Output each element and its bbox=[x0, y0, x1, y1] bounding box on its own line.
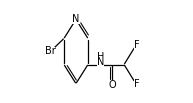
Text: Br: Br bbox=[45, 46, 55, 57]
Text: F: F bbox=[134, 79, 139, 89]
Text: F: F bbox=[134, 40, 139, 50]
Text: H: H bbox=[97, 52, 104, 62]
Text: N: N bbox=[72, 14, 80, 24]
Text: N: N bbox=[97, 57, 104, 67]
Text: O: O bbox=[108, 80, 116, 90]
